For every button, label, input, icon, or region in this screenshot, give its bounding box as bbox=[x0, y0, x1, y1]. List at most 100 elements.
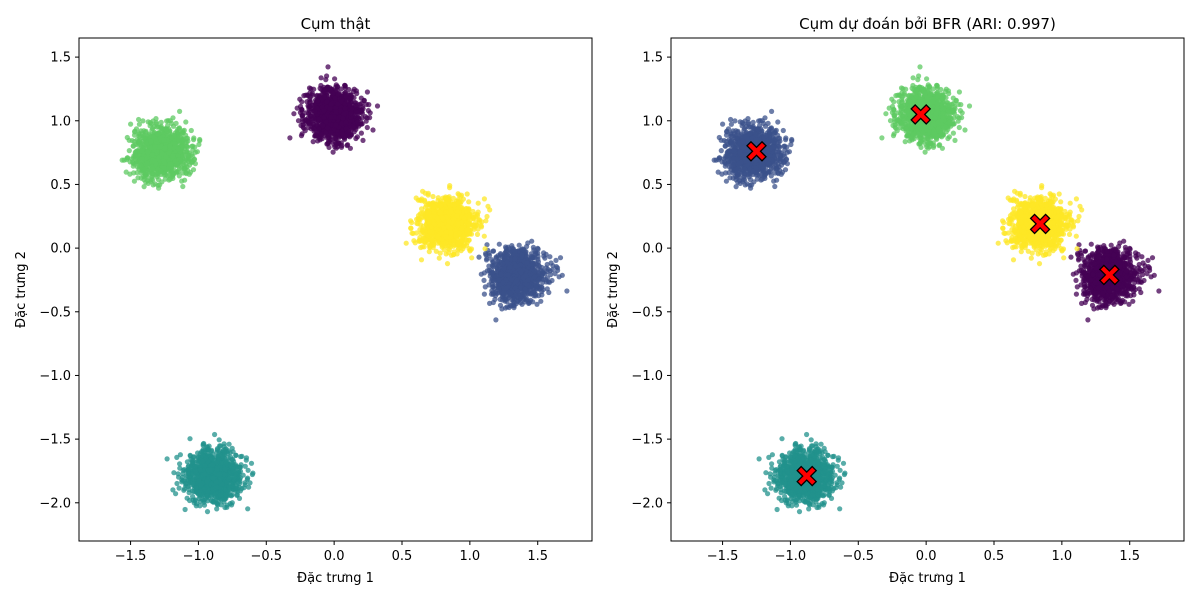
data-point bbox=[244, 476, 250, 482]
data-point bbox=[137, 141, 143, 148]
data-point bbox=[201, 497, 207, 503]
data-point bbox=[358, 107, 364, 113]
data-point bbox=[206, 447, 212, 453]
data-point bbox=[291, 111, 297, 117]
data-point bbox=[328, 130, 334, 136]
data-point bbox=[481, 291, 487, 297]
data-point bbox=[418, 244, 424, 251]
data-point bbox=[327, 106, 333, 112]
data-point bbox=[212, 485, 218, 491]
data-point bbox=[348, 110, 354, 117]
data-point bbox=[218, 460, 224, 466]
data-point bbox=[185, 478, 191, 484]
data-point bbox=[526, 300, 532, 306]
data-point bbox=[177, 465, 183, 471]
data-point bbox=[187, 452, 193, 458]
data-point bbox=[314, 122, 320, 128]
data-point bbox=[338, 140, 344, 146]
data-point bbox=[314, 92, 320, 98]
data-point bbox=[171, 132, 177, 139]
data-point bbox=[179, 474, 185, 480]
data-point bbox=[484, 255, 490, 262]
data-point bbox=[496, 277, 502, 283]
data-point bbox=[323, 77, 329, 83]
data-point bbox=[535, 278, 541, 284]
data-point bbox=[183, 135, 189, 141]
data-point bbox=[516, 242, 522, 248]
data-point bbox=[194, 149, 200, 155]
data-point bbox=[222, 467, 228, 473]
data-point bbox=[476, 254, 482, 260]
data-point bbox=[346, 129, 352, 135]
data-point bbox=[164, 118, 170, 124]
data-point bbox=[179, 129, 185, 136]
data-point bbox=[123, 169, 129, 175]
data-point bbox=[294, 105, 300, 111]
data-point bbox=[200, 458, 206, 464]
data-point bbox=[538, 267, 544, 273]
data-point bbox=[127, 159, 133, 165]
data-point bbox=[374, 103, 381, 109]
data-point bbox=[492, 296, 498, 302]
data-point bbox=[359, 121, 365, 127]
data-point bbox=[130, 143, 136, 149]
data-point bbox=[333, 145, 339, 151]
data-point bbox=[326, 139, 332, 145]
data-point bbox=[245, 506, 251, 512]
data-point bbox=[170, 487, 176, 493]
data-point bbox=[233, 452, 239, 458]
data-point bbox=[167, 161, 173, 167]
data-point bbox=[318, 75, 324, 81]
data-point bbox=[332, 76, 338, 82]
data-point bbox=[212, 431, 218, 438]
data-point bbox=[542, 271, 548, 277]
data-point bbox=[505, 272, 511, 278]
data-point bbox=[162, 145, 168, 151]
data-point bbox=[287, 135, 293, 141]
scatter-points bbox=[119, 64, 570, 515]
data-point bbox=[481, 277, 487, 283]
data-point bbox=[330, 149, 336, 155]
data-point bbox=[175, 471, 181, 477]
data-point bbox=[227, 474, 233, 480]
data-point bbox=[324, 99, 330, 105]
data-point bbox=[207, 467, 213, 473]
data-point bbox=[334, 84, 340, 90]
data-point bbox=[366, 102, 372, 108]
data-point bbox=[513, 263, 519, 269]
data-point bbox=[340, 115, 346, 121]
data-point bbox=[332, 95, 338, 101]
data-point bbox=[176, 485, 182, 491]
data-point bbox=[170, 123, 177, 129]
data-point bbox=[493, 317, 499, 323]
data-point bbox=[176, 165, 183, 171]
data-point bbox=[499, 306, 505, 312]
data-point bbox=[350, 124, 357, 131]
data-point bbox=[300, 122, 306, 128]
data-point bbox=[489, 288, 495, 294]
data-point bbox=[525, 240, 531, 246]
data-point bbox=[328, 114, 334, 120]
data-point bbox=[169, 168, 175, 174]
data-point bbox=[353, 102, 359, 108]
data-point bbox=[496, 241, 502, 247]
data-point bbox=[194, 489, 200, 495]
data-point bbox=[318, 132, 325, 138]
data-point bbox=[316, 116, 322, 122]
data-point bbox=[514, 288, 521, 294]
data-point bbox=[201, 486, 208, 492]
data-point bbox=[490, 248, 496, 254]
data-point bbox=[132, 152, 138, 158]
data-point bbox=[175, 146, 181, 152]
data-point bbox=[524, 254, 530, 260]
data-point bbox=[181, 467, 187, 473]
data-point bbox=[548, 272, 554, 278]
data-point bbox=[530, 244, 537, 250]
data-point bbox=[161, 165, 167, 171]
data-point bbox=[216, 437, 222, 443]
data-point bbox=[544, 261, 550, 268]
data-point bbox=[191, 137, 197, 143]
data-point bbox=[342, 83, 348, 89]
data-point bbox=[333, 122, 339, 128]
data-point bbox=[490, 263, 496, 269]
